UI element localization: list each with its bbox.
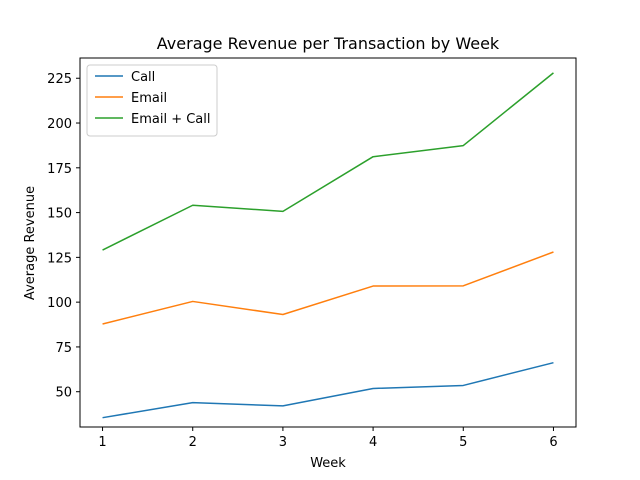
x-axis-label: Week: [310, 456, 346, 471]
y-tick-label: 125: [47, 251, 72, 266]
x-tick-label: 5: [459, 435, 467, 450]
y-tick-label: 50: [55, 386, 72, 401]
series-lines: [102, 72, 554, 419]
y-tick-label: 75: [55, 341, 72, 356]
plot-frame: [79, 57, 577, 428]
x-tick-label: 6: [549, 435, 557, 450]
x-tick-label: 4: [369, 435, 377, 450]
y-tick-label: 175: [47, 162, 72, 177]
x-tick-label: 1: [98, 435, 106, 450]
y-axis-label: Average Revenue: [23, 186, 38, 300]
legend: Call Email Email + Call: [86, 64, 218, 137]
y-tick-label: 225: [47, 72, 72, 87]
series-line-2: [102, 72, 554, 251]
series-line-1: [102, 251, 554, 325]
y-tick-label: 100: [47, 296, 72, 311]
plot-area: [79, 57, 577, 428]
y-axis: 50 75 100 125 150 175 200 225: [47, 72, 80, 401]
y-tick-label: 200: [47, 117, 72, 132]
x-axis: 1 2 3 4 5 6: [98, 427, 558, 450]
legend-label: Email: [131, 91, 167, 106]
legend-label: Call: [131, 70, 155, 85]
y-tick-label: 150: [47, 207, 72, 222]
series-line-0: [102, 361, 554, 419]
x-tick-label: 3: [279, 435, 287, 450]
legend-label: Email + Call: [131, 112, 211, 127]
x-tick-label: 2: [189, 435, 197, 450]
chart-title: Average Revenue per Transaction by Week: [157, 34, 500, 53]
